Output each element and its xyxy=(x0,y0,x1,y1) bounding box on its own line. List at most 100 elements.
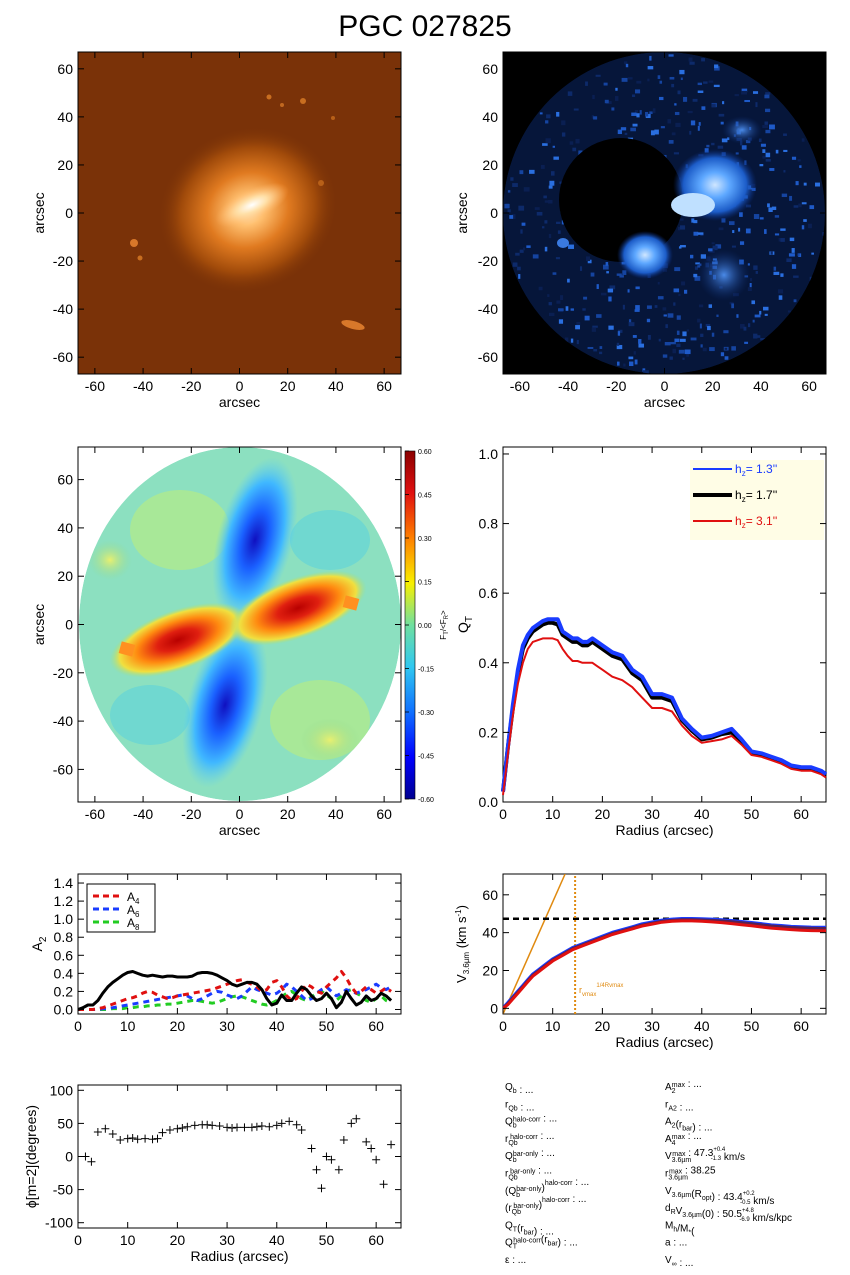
qt-legend-box xyxy=(690,460,824,540)
y-axis-label: arcsec xyxy=(31,192,47,233)
qt-series-line xyxy=(501,617,828,792)
residual-image-panel: -60 -40 -20 0 20 40 60 -60 -40 -20 0 20 40 60 arcsec ar… xyxy=(454,51,827,410)
force-ratio-map-axes: -60 -40 -20 0 20 40 60 -60 -40 -20 0 20 40 60 arcsec ar… xyxy=(31,447,401,838)
phase-point xyxy=(228,1124,237,1133)
colorbar-tick-label: 0.30 xyxy=(418,536,432,543)
qt-legend: hz= 1.3'' hz= 1.7'' hz= 3.1'' xyxy=(693,462,777,530)
colorbar-tick-label: -0.15 xyxy=(418,667,434,674)
qt-series-line xyxy=(502,637,827,796)
map-blue-lobe-upper xyxy=(212,457,298,623)
phase-point xyxy=(277,1119,286,1128)
x-tick-label: 20 xyxy=(595,1018,611,1034)
phase-point xyxy=(208,1121,217,1130)
y-tick-label: -60 xyxy=(478,349,498,365)
y-tick-label: 20 xyxy=(57,568,73,584)
phase-point xyxy=(297,1126,306,1135)
map-red-lobe-left xyxy=(109,602,247,678)
phase-axes: 0 10 20 30 40 50 60 100 50 0 -50 -100 Radius (arcsec… xyxy=(23,1082,401,1264)
x-tick-label: 30 xyxy=(644,1018,660,1034)
y-tick-label: 0.0 xyxy=(479,794,499,810)
page-title: PGC 027825 xyxy=(338,10,512,43)
x-tick-label: 40 xyxy=(328,806,344,822)
phase-point xyxy=(190,1121,199,1130)
x-tick-label: 60 xyxy=(793,1018,809,1034)
phase-point xyxy=(165,1126,174,1135)
parameter-row: A4max : ... xyxy=(665,1131,702,1147)
parameter-row: QThalo-corr(rbar) : ... xyxy=(505,1235,578,1251)
x-tick-label: -40 xyxy=(133,378,153,394)
x-tick-label: 30 xyxy=(219,1232,235,1248)
y-tick-label: 0.4 xyxy=(479,655,499,671)
phase-point xyxy=(339,1135,348,1144)
parameter-row: V3.6µmmax : 47.3+0.4 -1.3 km/s xyxy=(665,1147,745,1164)
phase-point xyxy=(203,1120,212,1129)
x-tick-label: -20 xyxy=(606,378,626,394)
x-tick-label: 0 xyxy=(74,1018,82,1034)
phase-point xyxy=(183,1122,192,1131)
x-tick-label: 60 xyxy=(793,806,809,822)
y-tick-label: 40 xyxy=(57,109,73,125)
a8-line xyxy=(78,988,392,1011)
x-tick-label: -60 xyxy=(85,378,105,394)
x-axis-label: Radius (arcsec) xyxy=(190,1248,288,1264)
y-tick-label: -60 xyxy=(53,761,73,777)
y-tick-label: -50 xyxy=(53,1182,73,1198)
phase-point xyxy=(87,1157,96,1166)
y-tick-label: 40 xyxy=(482,109,498,125)
fourier-series-lines xyxy=(77,970,393,1011)
y-tick-label: 40 xyxy=(57,520,73,536)
colorbar-tick-label: 0.00 xyxy=(418,623,432,630)
phase-point xyxy=(352,1114,361,1123)
y-tick-label: 40 xyxy=(482,925,498,941)
optical-image-panel: -60 -40 -20 0 20 40 60 -60 -40 -20 0 20 40 60 arcsec ar… xyxy=(31,51,402,410)
y-tick-label: 0.4 xyxy=(54,965,74,981)
x-axis-label: arcsec xyxy=(219,822,260,838)
rotation-curve-red xyxy=(503,919,826,1010)
x-tick-label: 20 xyxy=(280,378,296,394)
y-tick-label: 0 xyxy=(65,1149,73,1165)
y-tick-label: 20 xyxy=(57,157,73,173)
phase-point xyxy=(153,1134,162,1143)
y-tick-label: 0 xyxy=(490,1000,498,1016)
phase-points xyxy=(81,1114,396,1193)
x-tick-label: -20 xyxy=(181,806,201,822)
phase-point xyxy=(367,1144,376,1153)
parameter-table: Qb : ... rQb : ...Qbhalo-corr : ...rQbhal… xyxy=(505,1079,792,1269)
x-tick-label: 10 xyxy=(545,1018,561,1034)
y-tick-label: 60 xyxy=(482,887,498,903)
phase-point xyxy=(133,1135,142,1144)
x-tick-label: 20 xyxy=(595,806,611,822)
x-tick-label: 20 xyxy=(170,1232,186,1248)
x-tick-label: 30 xyxy=(219,1018,235,1034)
x-tick-label: 40 xyxy=(269,1232,285,1248)
qt-profile-panel: hz= 1.3'' hz= 1.7'' hz= 3.1'' 0 10 20 30 40 50 6… xyxy=(455,446,828,838)
phase-point xyxy=(148,1135,157,1144)
phase-point xyxy=(141,1134,150,1143)
x-tick-label: 0 xyxy=(74,1232,82,1248)
x-tick-label: -40 xyxy=(133,806,153,822)
phase-point xyxy=(334,1165,343,1174)
parameter-row: a : ... xyxy=(665,1238,687,1249)
colorbar-tick-label: -0.60 xyxy=(418,797,434,804)
phase-point xyxy=(215,1122,224,1131)
phase-point xyxy=(123,1134,132,1143)
phase-point xyxy=(158,1128,167,1137)
y-tick-label: 1.4 xyxy=(54,875,74,891)
colorbar-tick-label: 0.15 xyxy=(418,580,432,587)
x-axis-label: Radius (arcsec) xyxy=(615,822,713,838)
x-tick-label: 0 xyxy=(499,1018,507,1034)
legend-label: hz= 1.7'' xyxy=(735,488,777,504)
phase-point xyxy=(252,1122,261,1131)
colorbar-tick-label: -0.45 xyxy=(418,754,434,761)
a2-line xyxy=(77,970,393,1011)
x-tick-label: 0 xyxy=(236,378,244,394)
y-tick-label: -40 xyxy=(478,301,498,317)
y-tick-label: -20 xyxy=(53,665,73,681)
y-tick-label: 20 xyxy=(482,962,498,978)
x-tick-label: 40 xyxy=(694,806,710,822)
y-tick-label: 0.6 xyxy=(54,947,74,963)
x-tick-label: -40 xyxy=(558,378,578,394)
x-tick-label: 0 xyxy=(499,806,507,822)
x-tick-label: 40 xyxy=(753,378,769,394)
parameter-row: Qbhalo-corr : ... xyxy=(505,1114,557,1130)
